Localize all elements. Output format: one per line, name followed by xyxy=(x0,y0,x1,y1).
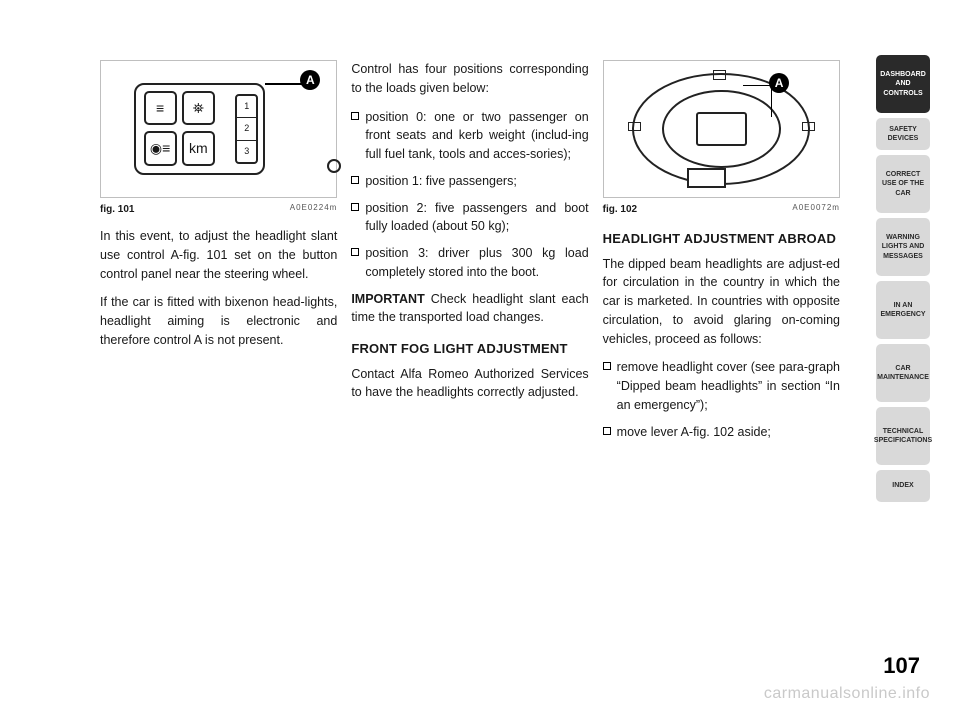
callout-a-icon: A xyxy=(769,73,789,93)
tab-emergency[interactable]: IN AN EMERGENCY xyxy=(876,281,930,339)
col3-para1: The dipped beam headlights are adjust-ed… xyxy=(603,255,840,349)
tab-maintenance[interactable]: CAR MAINTENANCE xyxy=(876,344,930,402)
col2-bullet-4: position 3: driver plus 300 kg load comp… xyxy=(351,244,588,282)
figure-101-caption: fig. 101 A0E0224m xyxy=(100,202,337,217)
col2-bullet-1: position 0: one or two passenger on fron… xyxy=(351,108,588,164)
col3-bullet-2: move lever A-fig. 102 aside; xyxy=(603,423,840,442)
abroad-heading: HEADLIGHT ADJUSTMENT ABROAD xyxy=(603,229,840,249)
callout-a-icon: A xyxy=(300,70,320,90)
column-1: ≡ ⛯ ◉≡ km 1 2 3 A fig. 101 A0E0224m In xyxy=(100,60,337,650)
tab-specs[interactable]: TECHNICAL SPECIFICATIONS xyxy=(876,407,930,465)
tab-index[interactable]: INDEX xyxy=(876,470,930,502)
fog-heading: FRONT FOG LIGHT ADJUSTMENT xyxy=(351,339,588,359)
figure-102-caption: fig. 102 A0E0072m xyxy=(603,202,840,217)
col2-bullet-3: position 2: five passengers and boot ful… xyxy=(351,199,588,237)
col1-para1: In this event, to adjust the headlight s… xyxy=(100,227,337,283)
page-number: 107 xyxy=(883,653,920,679)
col3-bullet-1: remove headlight cover (see para-graph “… xyxy=(603,358,840,414)
column-3: A fig. 102 A0E0072m HEADLIGHT ADJUSTMENT… xyxy=(603,60,840,650)
tab-dashboard[interactable]: DASHBOARD AND CONTROLS xyxy=(876,55,930,113)
figure-101: ≡ ⛯ ◉≡ km 1 2 3 A xyxy=(100,60,337,198)
col2-fog-para: Contact Alfa Romeo Authorized Services t… xyxy=(351,365,588,403)
tab-correct-use[interactable]: CORRECT USE OF THE CAR xyxy=(876,155,930,213)
side-tabs: DASHBOARD AND CONTROLS SAFETY DEVICES CO… xyxy=(876,55,930,502)
tab-warnings[interactable]: WARNING LIGHTS AND MESSAGES xyxy=(876,218,930,276)
figure-102: A xyxy=(603,60,840,198)
column-2: Control has four positions corresponding… xyxy=(351,60,588,650)
col1-para2: If the car is fitted with bixenon head-l… xyxy=(100,293,337,349)
col2-intro: Control has four positions corresponding… xyxy=(351,60,588,98)
tab-safety[interactable]: SAFETY DEVICES xyxy=(876,118,930,150)
col2-bullet-2: position 1: five passengers; xyxy=(351,172,588,191)
col2-important: IMPORTANT Check headlight slant each tim… xyxy=(351,290,588,328)
watermark: carmanualsonline.info xyxy=(764,685,930,703)
